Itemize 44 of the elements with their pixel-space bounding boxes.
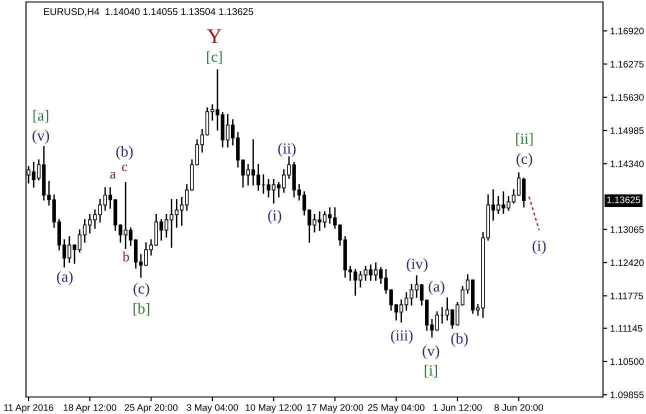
x-tick-label: 1 Jun 12:00 xyxy=(434,404,482,411)
annotation: (iii) xyxy=(391,330,413,344)
y-tick-label: 1.11775 xyxy=(610,292,643,300)
annotation: (b) xyxy=(116,146,133,160)
x-tick-label: 17 May 20:00 xyxy=(307,404,364,413)
annotation: (c) xyxy=(134,282,150,297)
y-tick-label: 1.13065 xyxy=(610,226,644,233)
y-tick-label: 1.16275 xyxy=(610,60,644,68)
y-tick-label: 1.14340 xyxy=(610,160,644,168)
text: EURUSD,H4 1.14040 1.14055 1.13504 1.13625 xyxy=(44,8,254,16)
annotation: (iv) xyxy=(406,258,428,272)
annotation: (v) xyxy=(32,130,50,144)
annotation: [ii] xyxy=(516,133,533,146)
y-tick-label: 1.11145 xyxy=(610,325,642,332)
annotation: a xyxy=(110,172,116,179)
y-tick-label: 1.09855 xyxy=(610,392,644,398)
y-tick-label: 1.14985 xyxy=(610,127,644,134)
y-tick-label: 1.16920 xyxy=(610,28,644,34)
annotation: Y xyxy=(207,29,222,44)
x-tick-label: 3 May 04:00 xyxy=(186,404,238,413)
annotation: (i) xyxy=(532,240,546,254)
annotation: b xyxy=(122,252,130,262)
annotation: (ii) xyxy=(278,142,296,157)
y-tick-label: 1.12420 xyxy=(610,259,644,266)
annotation: (i) xyxy=(268,210,282,224)
annotation: [a] xyxy=(33,110,48,123)
y-tick-label: 1.15630 xyxy=(610,94,644,101)
annotation: [b] xyxy=(134,303,150,316)
annotation: (v) xyxy=(422,345,440,360)
annotation: (a) xyxy=(57,271,73,285)
annotation: (a) xyxy=(428,280,444,295)
x-tick-label: 18 Apr 12:00 xyxy=(64,404,116,413)
x-tick-label: 8 Jun 20:00 xyxy=(494,404,544,411)
y-tick-label: 1.10500 xyxy=(610,358,644,365)
annotation: (b) xyxy=(451,332,468,347)
x-tick-label: 10 May 12:00 xyxy=(246,404,302,413)
annotation: c xyxy=(122,164,128,172)
x-tick-label: 25 Apr 20:00 xyxy=(124,404,178,413)
annotation: [c] xyxy=(207,51,222,64)
annotation: (c) xyxy=(516,153,532,168)
text: 1.13625 xyxy=(607,196,640,204)
x-tick-label: 25 May 04:00 xyxy=(368,404,424,413)
annotation: [i] xyxy=(424,364,437,378)
x-tick-label: 11 Apr 2016 xyxy=(4,404,54,413)
